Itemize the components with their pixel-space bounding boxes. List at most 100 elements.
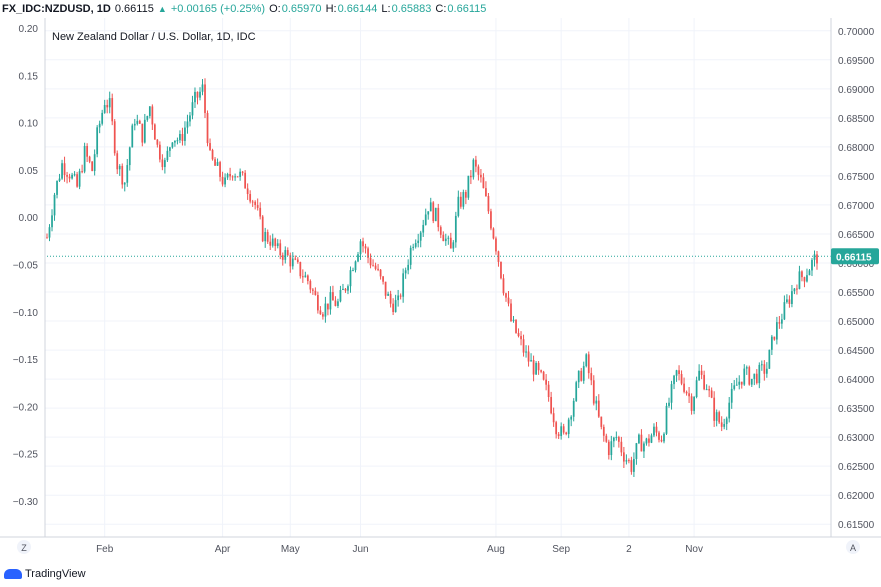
right-tick-label: 0.64500 bbox=[838, 346, 875, 357]
candle-body bbox=[695, 380, 698, 397]
candle-body bbox=[153, 124, 156, 140]
candle-body bbox=[622, 452, 625, 462]
candle-body bbox=[151, 106, 154, 125]
candle-body bbox=[542, 371, 545, 380]
candle-body bbox=[246, 188, 249, 195]
candle-body bbox=[204, 84, 206, 114]
last-price-badge-bg bbox=[831, 248, 879, 265]
candle-body bbox=[113, 121, 116, 154]
candle-body bbox=[452, 242, 455, 249]
candle-body bbox=[422, 224, 425, 233]
candle-body bbox=[605, 435, 608, 442]
candle-body bbox=[189, 115, 191, 122]
right-axis[interactable]: 0.70000 0.69500 0.69000 0.68500 0.68000 0.675… bbox=[838, 27, 875, 531]
right-tick-label: 0.68000 bbox=[838, 143, 875, 154]
candle-body bbox=[522, 339, 525, 353]
candle-body bbox=[276, 243, 279, 247]
high-value: 0.66144 bbox=[337, 3, 378, 15]
candle-body bbox=[602, 426, 605, 436]
high-label: H: bbox=[325, 3, 337, 15]
candle-body bbox=[801, 271, 803, 278]
price-change: +0.00165 (+0.25%) bbox=[170, 3, 266, 15]
candle-body bbox=[444, 238, 447, 242]
low-label: L: bbox=[381, 3, 391, 15]
time-axis[interactable]: Feb Apr May Jun Aug Sep 2 Nov bbox=[96, 544, 703, 555]
candle-body bbox=[101, 112, 104, 124]
brand-label: TradingView bbox=[25, 568, 86, 580]
candle-body bbox=[535, 362, 537, 375]
candle-body bbox=[708, 389, 711, 391]
candle-body bbox=[472, 159, 475, 178]
candle-body bbox=[457, 196, 460, 216]
candle-body bbox=[808, 270, 811, 276]
candle-body bbox=[156, 139, 159, 145]
candle-body bbox=[249, 194, 252, 202]
candle-body bbox=[713, 397, 716, 421]
candle-body bbox=[186, 121, 189, 128]
candle-body bbox=[582, 366, 585, 381]
candle-body bbox=[337, 301, 339, 306]
candle-body bbox=[775, 322, 778, 340]
candle-body bbox=[580, 370, 583, 381]
candle-body bbox=[505, 293, 507, 298]
candle-body bbox=[164, 160, 166, 168]
symbol-name[interactable]: FX_IDC:NZDUSD, 1D bbox=[2, 3, 111, 15]
candle-body bbox=[181, 134, 184, 141]
candle-body bbox=[750, 378, 753, 385]
candle-body bbox=[612, 437, 615, 442]
candle-body bbox=[537, 362, 540, 371]
candle-body bbox=[791, 291, 793, 304]
candle-body bbox=[733, 385, 736, 389]
price-chart[interactable]: New Zealand Dollar / U.S. Dollar, 1D, ID… bbox=[0, 0, 881, 565]
left-axis[interactable]: 0.20 0.15 0.10 0.05 0.00 −0.05 −0.10 −0.15 −0.20… bbox=[13, 24, 39, 508]
candle-body bbox=[720, 422, 723, 427]
candle-body bbox=[740, 381, 743, 385]
candle-body bbox=[229, 174, 231, 177]
candle-body bbox=[635, 443, 638, 459]
candle-body bbox=[781, 319, 783, 324]
candle-body bbox=[299, 262, 302, 277]
candle-body bbox=[658, 432, 660, 440]
auto-scale-button[interactable]: A bbox=[846, 540, 860, 554]
candle-body bbox=[279, 243, 282, 256]
right-tick-label: 0.63500 bbox=[838, 404, 875, 415]
candle-body bbox=[480, 174, 482, 178]
left-scale-button[interactable]: Z bbox=[17, 540, 31, 554]
candle-body bbox=[515, 319, 517, 333]
candle-body bbox=[362, 241, 364, 247]
candle-body bbox=[269, 241, 272, 246]
candle-body bbox=[216, 162, 219, 166]
candle-body bbox=[301, 276, 304, 278]
candle-body bbox=[214, 159, 216, 166]
candle-body bbox=[259, 207, 262, 217]
candle-body bbox=[755, 373, 758, 384]
left-tick-label: −0.05 bbox=[13, 261, 39, 272]
candle-body bbox=[735, 384, 738, 386]
candle-body bbox=[357, 254, 359, 262]
candle-body bbox=[517, 332, 520, 337]
candle-body bbox=[133, 123, 136, 126]
candle-body bbox=[449, 237, 452, 249]
candle-body bbox=[116, 153, 119, 170]
candle-body bbox=[577, 370, 580, 383]
candle-body bbox=[587, 354, 590, 374]
candle-body bbox=[638, 434, 640, 444]
candle-body bbox=[607, 441, 610, 456]
candle-body bbox=[417, 240, 420, 244]
candle-body bbox=[778, 322, 781, 324]
time-tick-label: May bbox=[281, 544, 300, 555]
tradingview-logo[interactable]: TradingView bbox=[4, 568, 86, 580]
candle-body bbox=[306, 275, 309, 282]
candle-body bbox=[274, 238, 277, 247]
candle-body bbox=[770, 336, 773, 350]
left-tick-label: −0.15 bbox=[13, 355, 39, 366]
candle-body bbox=[464, 192, 467, 198]
candle-body bbox=[487, 196, 490, 212]
up-arrow-icon: ▲ bbox=[157, 4, 167, 14]
candle-body bbox=[490, 211, 492, 229]
left-tick-label: 0.10 bbox=[19, 119, 39, 130]
candle-body bbox=[730, 388, 733, 403]
candle-body bbox=[597, 400, 600, 417]
candle-body bbox=[194, 91, 196, 103]
right-tick-label: 0.64000 bbox=[838, 375, 875, 386]
